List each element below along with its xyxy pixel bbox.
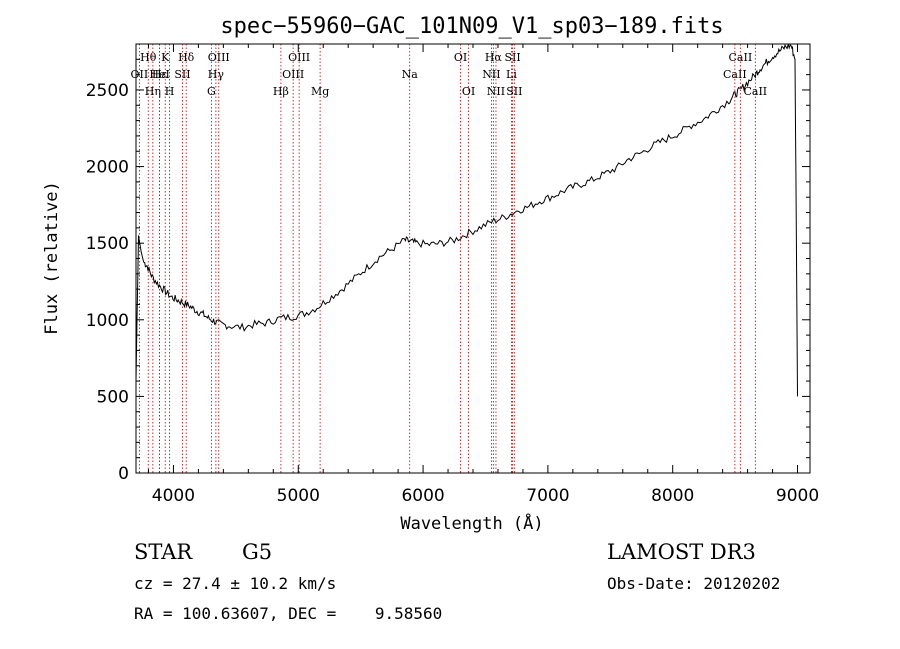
marker-label: SII xyxy=(174,68,190,81)
object-subclass: G5 xyxy=(242,540,273,564)
y-tick-label: 500 xyxy=(97,387,129,407)
chart-title: spec−55960−GAC_101N09_V1_sp03−189.fits xyxy=(220,14,723,39)
marker-label: K xyxy=(161,51,170,64)
survey-name: LAMOST DR3 xyxy=(607,540,756,564)
x-tick-label: 6000 xyxy=(401,486,444,506)
y-tick-label: 1500 xyxy=(86,234,129,254)
marker-label: Hθ xyxy=(140,51,157,64)
marker-label: Hε xyxy=(152,68,168,81)
y-tick-label: 1000 xyxy=(86,311,129,331)
line-markers xyxy=(138,44,756,473)
plot-frame xyxy=(135,43,811,474)
object-class: STAR xyxy=(134,540,193,564)
marker-label: Hη xyxy=(145,85,161,98)
x-axis-ticks: 4000 5000 6000 7000 8000 9000 xyxy=(147,44,819,506)
y-tick-label: 2500 xyxy=(86,81,129,101)
y-axis-ticks: 0 500 1000 1500 2000 2500 xyxy=(86,58,810,484)
marker-label: CaII xyxy=(723,68,747,81)
x-tick-label: 9000 xyxy=(776,486,819,506)
marker-label: Hα xyxy=(485,51,503,64)
x-tick-label: 4000 xyxy=(152,486,195,506)
marker-label: G xyxy=(207,85,216,98)
marker-label: OI xyxy=(462,85,475,98)
marker-label: CaII xyxy=(729,51,753,64)
obs-date: Obs-Date: 20120202 xyxy=(607,574,781,593)
marker-label: Na xyxy=(402,68,419,81)
marker-label: CaII xyxy=(743,85,767,98)
marker-label: Li xyxy=(506,68,517,81)
x-tick-label: 7000 xyxy=(526,486,569,506)
marker-label: OIII xyxy=(208,51,230,64)
marker-label: SII xyxy=(506,85,522,98)
x-axis-label: Wavelength (Å) xyxy=(400,512,543,534)
y-tick-label: 2000 xyxy=(86,158,129,178)
x-tick-label: 8000 xyxy=(651,486,694,506)
marker-label: HeI xyxy=(149,68,169,81)
marker-label: OI xyxy=(454,51,467,64)
spectrum-line xyxy=(135,43,798,397)
marker-label: Hγ xyxy=(208,68,225,81)
redshift-text: cz = 27.4 ± 10.2 km/s xyxy=(134,574,337,593)
marker-label: NII xyxy=(487,85,505,98)
ra-dec: RA = 100.63607, DEC = 9.58560 xyxy=(134,604,443,623)
marker-label: OIII xyxy=(282,68,304,81)
marker-label: SII xyxy=(504,51,520,64)
y-tick-label: 0 xyxy=(118,464,129,484)
marker-label: Hβ xyxy=(273,85,289,98)
marker-label: Hδ xyxy=(178,51,195,64)
marker-label: OIII xyxy=(288,51,310,64)
marker-label: Mg xyxy=(311,85,329,98)
marker-label: NII xyxy=(482,68,500,81)
marker-label: H xyxy=(165,85,175,98)
y-axis-label: Flux (relative) xyxy=(42,181,62,335)
x-tick-label: 5000 xyxy=(277,486,320,506)
